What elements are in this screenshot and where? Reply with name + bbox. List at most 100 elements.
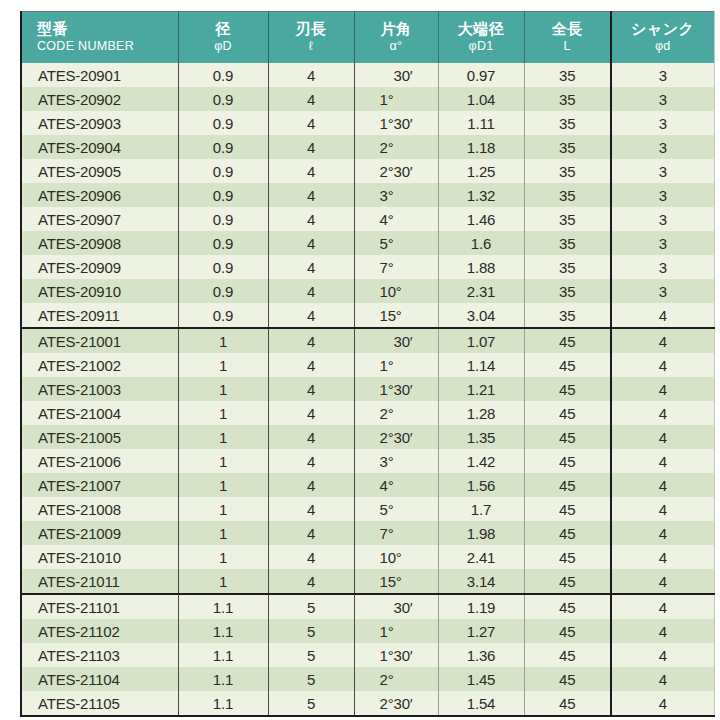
- table-row: ATES-21007 1 4 4° 1.56 45 4: [21, 473, 714, 497]
- cell-half-angle: 30′: [354, 63, 438, 87]
- table-header: 型番 CODE NUMBER 径 φD 刃長 ℓ: [21, 12, 714, 64]
- table-row: ATES-20908 0.9 4 5° 1.6 35 3: [21, 231, 714, 255]
- cell-large-end-diameter: 1.42: [438, 449, 524, 473]
- table-row: ATES-21009 1 4 7° 1.98 45 4: [21, 521, 714, 545]
- cell-flute-length: 4: [268, 521, 354, 545]
- cell-flute-length: 4: [268, 377, 354, 401]
- cell-flute-length: 4: [268, 87, 354, 111]
- cell-overall-length: 45: [524, 521, 611, 545]
- table-row: ATES-20910 0.9 4 10° 2.31 35 3: [21, 279, 714, 303]
- cell-code-number: ATES-21105: [21, 691, 178, 716]
- cell-flute-length: 4: [268, 303, 354, 328]
- table-row: ATES-21103 1.1 5 1° 30′ 1.36 45 4: [21, 643, 714, 667]
- cell-large-end-diameter: 1.18: [438, 135, 524, 159]
- angle-degrees: 3°: [380, 453, 394, 470]
- table-row: ATES-21005 1 4 2° 30′ 1.35 45 4: [21, 425, 714, 449]
- table-row: ATES-21008 1 4 5° 1.7 45 4: [21, 497, 714, 521]
- table-row: ATES-21011 1 4 15° 3.14 45 4: [21, 569, 714, 594]
- cell-code-number: ATES-20907: [21, 207, 178, 231]
- cell-half-angle: 30′: [354, 328, 438, 353]
- cell-flute-length: 4: [268, 231, 354, 255]
- cell-code-number: ATES-21002: [21, 353, 178, 377]
- cell-large-end-diameter: 1.21: [438, 377, 524, 401]
- angle-degrees: 1°: [380, 647, 394, 664]
- cell-flute-length: 4: [268, 207, 354, 231]
- cell-flute-length: 5: [268, 643, 354, 667]
- angle-degrees: 1°: [380, 91, 394, 108]
- cell-shank-diameter: 3: [611, 111, 714, 135]
- cell-overall-length: 45: [524, 353, 611, 377]
- cell-flute-length: 4: [268, 328, 354, 353]
- table-row: ATES-20909 0.9 4 7° 1.88 35 3: [21, 255, 714, 279]
- cell-shank-diameter: 3: [611, 255, 714, 279]
- cell-half-angle: 1° 30′: [354, 643, 438, 667]
- angle-degrees: 1°: [380, 381, 394, 398]
- angle-minutes: 30′: [394, 647, 413, 664]
- table-row: ATES-20903 0.9 4 1° 30′ 1.11 35 3: [21, 111, 714, 135]
- angle-minutes: 30′: [394, 599, 413, 616]
- cell-shank-diameter: 4: [611, 303, 714, 328]
- cell-overall-length: 35: [524, 87, 611, 111]
- cell-code-number: ATES-20909: [21, 255, 178, 279]
- angle-minutes: 30′: [394, 67, 413, 84]
- cell-shank-diameter: 4: [611, 497, 714, 521]
- cell-diameter: 0.9: [178, 63, 268, 87]
- cell-large-end-diameter: 1.56: [438, 473, 524, 497]
- cell-overall-length: 35: [524, 159, 611, 183]
- column-header-flute-length: 刃長 ℓ: [268, 12, 354, 64]
- table-row: ATES-21004 1 4 2° 1.28 45 4: [21, 401, 714, 425]
- cell-large-end-diameter: 1.32: [438, 183, 524, 207]
- angle-degrees: 4°: [380, 211, 394, 228]
- cell-diameter: 1: [178, 521, 268, 545]
- cell-overall-length: 35: [524, 183, 611, 207]
- cell-code-number: ATES-20903: [21, 111, 178, 135]
- cell-half-angle: 1°: [354, 353, 438, 377]
- cell-code-number: ATES-21101: [21, 594, 178, 619]
- cell-flute-length: 4: [268, 569, 354, 594]
- cell-overall-length: 35: [524, 303, 611, 328]
- cell-flute-length: 5: [268, 619, 354, 643]
- table-row: ATES-21104 1.1 5 2° 1.45 45 4: [21, 667, 714, 691]
- cell-diameter: 1.1: [178, 594, 268, 619]
- cell-diameter: 0.9: [178, 183, 268, 207]
- cell-overall-length: 35: [524, 255, 611, 279]
- cell-code-number: ATES-21011: [21, 569, 178, 594]
- cell-code-number: ATES-21005: [21, 425, 178, 449]
- cell-half-angle: 2°: [354, 401, 438, 425]
- cell-code-number: ATES-21006: [21, 449, 178, 473]
- cell-half-angle: 1°: [354, 87, 438, 111]
- cell-flute-length: 5: [268, 594, 354, 619]
- column-header-overall-length: 全長 L: [524, 12, 611, 64]
- cell-large-end-diameter: 1.46: [438, 207, 524, 231]
- cell-shank-diameter: 4: [611, 594, 714, 619]
- cell-large-end-diameter: 1.54: [438, 691, 524, 716]
- header-label-sub: φD1: [469, 39, 494, 55]
- header-label-jp: シャンク: [631, 20, 694, 39]
- cell-diameter: 0.9: [178, 159, 268, 183]
- header-label-jp: 型番: [37, 20, 68, 39]
- cell-half-angle: 15°: [354, 303, 438, 328]
- cell-shank-diameter: 4: [611, 619, 714, 643]
- cell-half-angle: 4°: [354, 473, 438, 497]
- header-label-sub: φD: [214, 39, 232, 55]
- angle-degrees: 2°: [380, 671, 394, 688]
- angle-degrees: 10°: [380, 549, 402, 566]
- header-label-jp: 大端径: [458, 20, 505, 39]
- cell-flute-length: 4: [268, 63, 354, 87]
- cell-code-number: ATES-21004: [21, 401, 178, 425]
- table-row: ATES-21101 1.1 5 30′ 1.19 45 4: [21, 594, 714, 619]
- cell-half-angle: 1°: [354, 619, 438, 643]
- cell-overall-length: 45: [524, 449, 611, 473]
- cell-large-end-diameter: 1.88: [438, 255, 524, 279]
- cell-overall-length: 45: [524, 569, 611, 594]
- angle-degrees: 2°: [380, 405, 394, 422]
- cell-diameter: 1: [178, 401, 268, 425]
- cell-code-number: ATES-21010: [21, 545, 178, 569]
- cell-flute-length: 4: [268, 135, 354, 159]
- table-row: ATES-21010 1 4 10° 2.41 45 4: [21, 545, 714, 569]
- cell-half-angle: 2° 30′: [354, 159, 438, 183]
- table-row: ATES-21105 1.1 5 2° 30′ 1.54 45 4: [21, 691, 714, 716]
- cell-shank-diameter: 4: [611, 473, 714, 497]
- cell-large-end-diameter: 1.45: [438, 667, 524, 691]
- cell-shank-diameter: 4: [611, 569, 714, 594]
